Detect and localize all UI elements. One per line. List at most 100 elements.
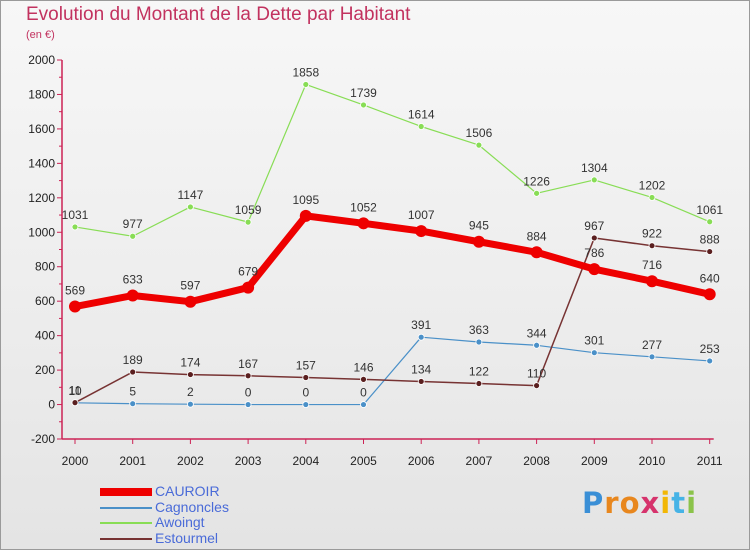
y-tick-label: 1800 xyxy=(28,87,55,101)
data-label-awoingt: 1614 xyxy=(408,107,435,121)
data-point-estourmel xyxy=(475,380,483,387)
data-point-awoingt xyxy=(533,189,540,197)
y-tick-label: 1200 xyxy=(28,191,55,205)
data-label-estourmel: 922 xyxy=(642,227,662,241)
legend-swatch xyxy=(100,522,152,524)
logo-letter: i xyxy=(660,486,672,520)
data-label-cagnoncles: 10 xyxy=(68,384,82,398)
data-point-estourmel xyxy=(71,399,79,407)
data-point-estourmel xyxy=(648,242,656,250)
data-label-cagnoncles: 301 xyxy=(584,334,604,348)
data-point-cagnoncles xyxy=(129,400,137,408)
proxiti-logo: Proxiti xyxy=(582,486,697,520)
data-point-estourmel xyxy=(706,248,714,255)
y-tick-label: 400 xyxy=(35,329,55,343)
data-point-cagnoncles xyxy=(533,341,540,349)
logo-letter: x xyxy=(640,486,661,520)
legend-label: CAUROIR xyxy=(155,483,220,499)
data-point-awoingt xyxy=(244,218,252,226)
data-label-cagnoncles: 0 xyxy=(245,386,252,400)
data-point-cagnoncles xyxy=(360,401,367,408)
x-tick-label: 2002 xyxy=(177,454,204,468)
data-label-awoingt: 977 xyxy=(123,217,143,231)
y-tick-label: 600 xyxy=(35,294,55,308)
data-label-cauroir: 945 xyxy=(469,219,489,233)
chart-subtitle: (en €) xyxy=(26,29,55,41)
data-point-awoingt xyxy=(71,223,79,231)
data-point-estourmel xyxy=(302,374,310,381)
x-tick-label: 2007 xyxy=(466,454,493,468)
logo-letter: r xyxy=(604,486,620,520)
data-point-estourmel xyxy=(590,234,598,242)
data-label-awoingt: 1858 xyxy=(292,65,319,79)
data-label-estourmel: 888 xyxy=(700,233,720,247)
data-point-estourmel xyxy=(244,372,252,380)
data-label-cauroir: 679 xyxy=(238,265,258,279)
data-point-cauroir xyxy=(415,225,428,238)
x-tick-label: 2011 xyxy=(697,454,723,468)
data-point-awoingt xyxy=(648,194,656,201)
y-tick-label: 2000 xyxy=(28,53,55,67)
x-tick-label: 2006 xyxy=(408,454,435,468)
data-point-cauroir xyxy=(530,246,543,259)
data-point-awoingt xyxy=(706,218,714,226)
data-label-cauroir: 633 xyxy=(123,272,143,286)
data-point-cagnoncles xyxy=(475,338,483,346)
data-point-cauroir xyxy=(126,289,139,302)
data-point-cagnoncles xyxy=(302,401,310,408)
data-label-estourmel: 11 xyxy=(69,384,82,398)
legend-label: Cagnoncles xyxy=(155,498,229,515)
data-point-awoingt xyxy=(360,101,367,109)
data-label-cagnoncles: 391 xyxy=(411,318,431,332)
chart-title: Evolution du Montant de la Dette par Hab… xyxy=(26,4,411,25)
data-label-cagnoncles: 0 xyxy=(302,386,309,400)
legend-swatch xyxy=(100,488,152,496)
data-label-awoingt: 1226 xyxy=(523,174,550,188)
data-label-awoingt: 1304 xyxy=(581,161,608,175)
data-label-cagnoncles: 5 xyxy=(129,385,136,399)
data-point-cauroir xyxy=(184,295,197,308)
x-tick-label: 2010 xyxy=(639,454,666,468)
data-point-awoingt xyxy=(417,123,425,130)
series-line-awoingt xyxy=(74,83,711,237)
data-point-cauroir xyxy=(299,209,312,222)
data-label-awoingt: 1739 xyxy=(350,86,377,100)
data-label-cagnoncles: 0 xyxy=(360,386,367,400)
data-point-estourmel xyxy=(417,378,425,385)
data-label-cauroir: 786 xyxy=(584,246,604,260)
data-label-awoingt: 1506 xyxy=(466,126,493,140)
data-label-cagnoncles: 2 xyxy=(187,385,194,399)
data-point-awoingt xyxy=(475,141,483,149)
data-label-cauroir: 1007 xyxy=(408,208,435,222)
data-label-cauroir: 1052 xyxy=(350,200,377,214)
y-tick-label: -200 xyxy=(31,432,55,446)
data-label-estourmel: 122 xyxy=(469,365,489,379)
data-point-cagnoncles xyxy=(417,333,425,341)
data-label-cagnoncles: 344 xyxy=(527,326,547,340)
x-tick-label: 2000 xyxy=(62,454,89,468)
data-point-cauroir xyxy=(69,300,81,313)
legend-swatch xyxy=(100,537,152,540)
data-point-cauroir xyxy=(703,288,716,301)
x-tick-label: 2001 xyxy=(119,454,146,468)
series-line-estourmel xyxy=(74,237,711,404)
data-point-cauroir xyxy=(472,235,485,248)
x-tick-label: 2003 xyxy=(235,454,262,468)
data-label-estourmel: 189 xyxy=(123,353,143,367)
x-tick-label: 2005 xyxy=(350,454,377,468)
y-tick-label: 1000 xyxy=(28,225,55,239)
data-label-estourmel: 967 xyxy=(584,219,604,233)
data-label-estourmel: 110 xyxy=(527,367,546,381)
logo-letter: t xyxy=(671,486,687,520)
data-label-cauroir: 640 xyxy=(700,271,720,285)
y-tick-label: 800 xyxy=(35,260,55,274)
data-label-estourmel: 157 xyxy=(296,358,316,372)
logo-letter: P xyxy=(582,486,605,520)
y-tick-label: 200 xyxy=(35,363,55,377)
data-label-cauroir: 597 xyxy=(180,279,200,293)
data-point-awoingt xyxy=(186,203,194,211)
data-label-cauroir: 884 xyxy=(527,229,547,243)
data-point-cauroir xyxy=(242,281,255,294)
data-point-awoingt xyxy=(129,232,137,240)
